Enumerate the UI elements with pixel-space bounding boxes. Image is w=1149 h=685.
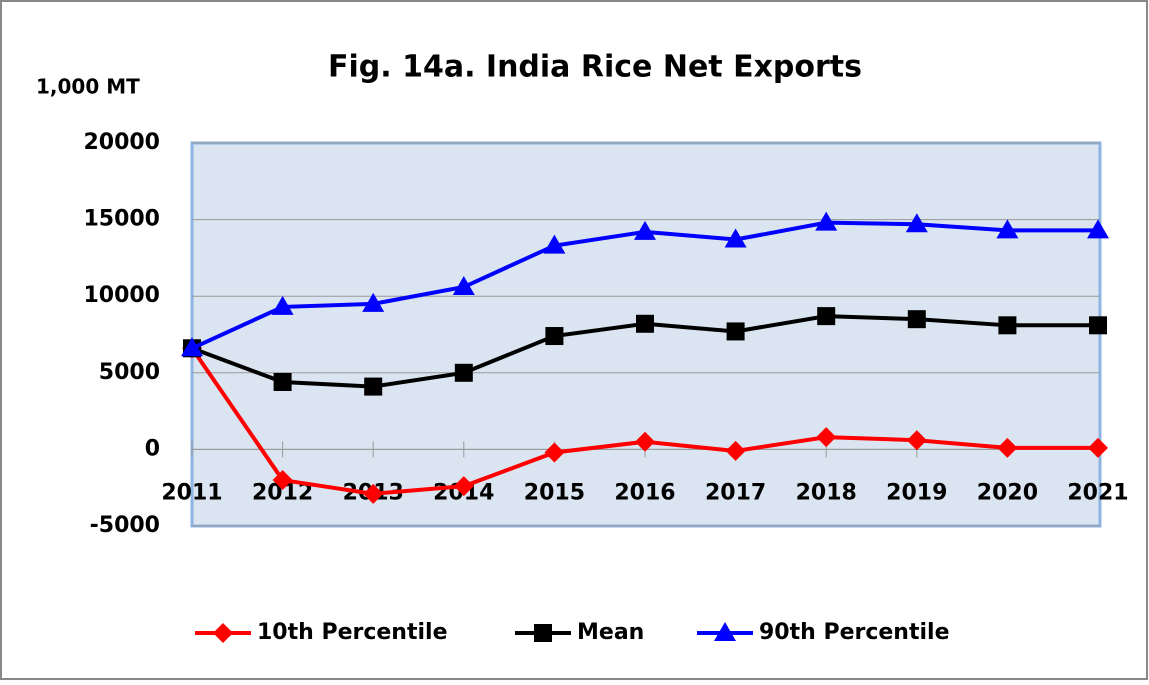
marker: [213, 623, 233, 643]
x-tick-label: 2019: [886, 480, 947, 505]
marker: [454, 363, 473, 382]
marker: [452, 276, 475, 296]
marker: [273, 372, 292, 391]
plot-area: [190, 141, 1102, 528]
y-tick-label: 10000: [83, 283, 160, 308]
x-tick-label: 2021: [1067, 480, 1128, 505]
marker: [726, 322, 745, 341]
chart-title: Fig. 14a. India Rice Net Exports: [328, 50, 862, 85]
marker: [181, 337, 203, 357]
marker: [453, 476, 474, 497]
legend-label: Mean: [577, 620, 644, 645]
marker: [815, 211, 838, 231]
y-tick-label: -5000: [90, 513, 160, 538]
marker: [714, 622, 736, 641]
marker: [545, 327, 564, 346]
marker: [364, 377, 383, 396]
x-tick-label: 2016: [614, 480, 675, 505]
marker: [996, 219, 1019, 239]
x-tick-label: 2020: [977, 480, 1038, 505]
marker: [363, 483, 384, 504]
marker: [906, 430, 927, 451]
y-tick-label: 5000: [99, 360, 160, 385]
marker: [816, 427, 837, 448]
y-tick-label: 0: [145, 436, 160, 461]
marker: [636, 314, 654, 333]
x-tick-label: 2011: [161, 480, 222, 505]
legend-label: 10th Percentile: [257, 620, 448, 645]
marker: [724, 228, 747, 248]
marker: [1087, 219, 1109, 239]
marker: [998, 316, 1017, 335]
marker: [817, 307, 836, 326]
x-tick-label: 2015: [524, 480, 585, 505]
x-tick-label: 2018: [796, 480, 857, 505]
marker: [544, 442, 565, 463]
marker: [543, 234, 566, 254]
marker: [635, 431, 655, 452]
marker: [362, 292, 385, 312]
marker: [725, 440, 746, 461]
y-tick-label: 20000: [83, 130, 160, 155]
y-axis-label: 1,000 MT: [36, 75, 140, 99]
marker: [271, 295, 294, 315]
x-tick-label: 2017: [705, 480, 766, 505]
y-tick-label: 15000: [83, 207, 160, 232]
marker: [1088, 437, 1108, 458]
marker: [634, 220, 656, 240]
marker: [907, 310, 926, 329]
marker: [905, 213, 928, 233]
marker: [1089, 316, 1107, 335]
marker: [534, 624, 552, 642]
marker: [272, 470, 293, 491]
legend-label: 90th Percentile: [759, 620, 950, 645]
marker: [997, 437, 1018, 458]
